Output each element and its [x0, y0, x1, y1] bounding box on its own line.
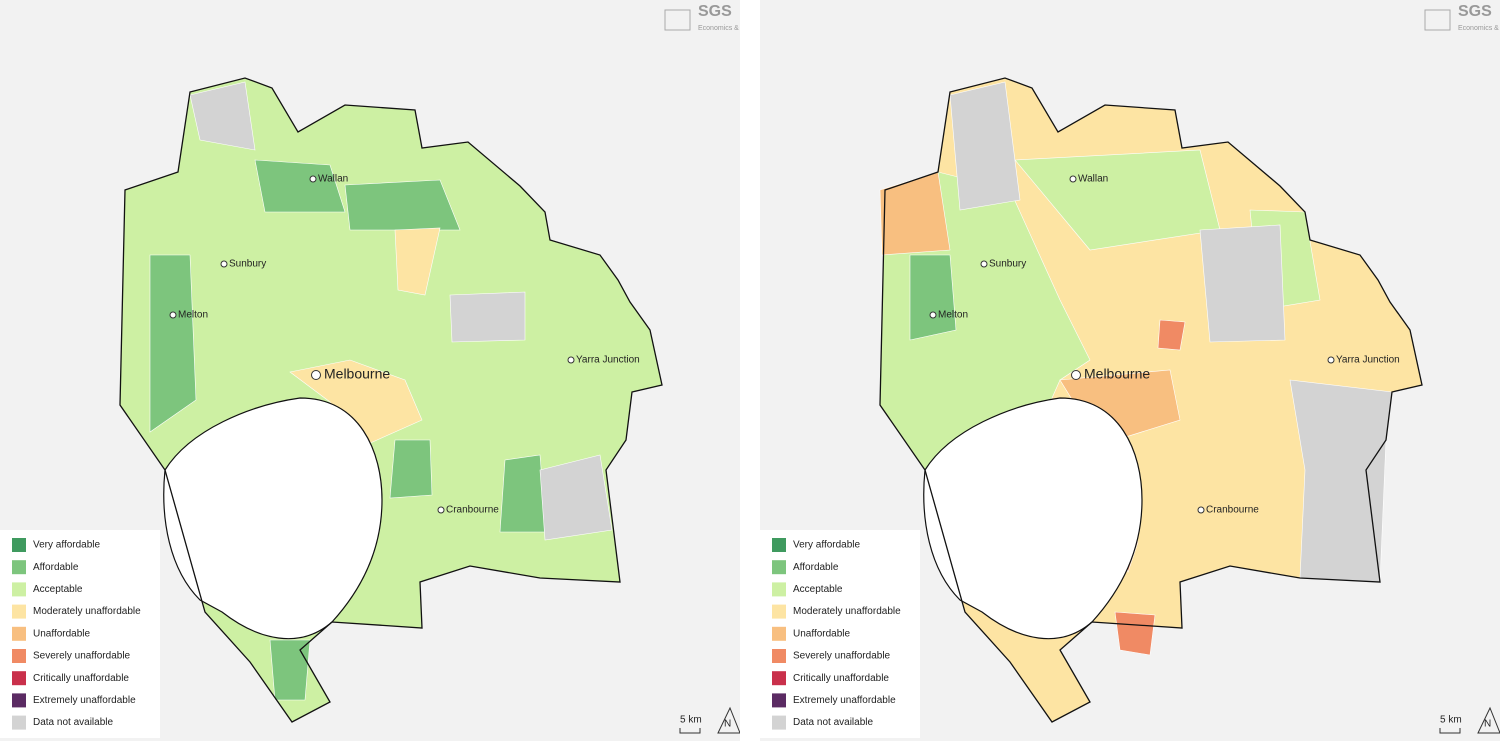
place-label: Wallan — [318, 174, 348, 185]
legend-swatch — [772, 715, 786, 730]
legend-swatch — [772, 560, 786, 575]
region — [389, 439, 433, 499]
region — [254, 159, 346, 213]
legend-swatch — [12, 693, 26, 708]
legend-swatch — [772, 649, 786, 663]
map-panel: Wallan Sunbury Melton Melbourne Yarra Juncti… — [0, 0, 740, 741]
legend-label: Moderately unaffordable — [793, 606, 901, 617]
legend-swatch — [772, 693, 786, 708]
legend-swatch — [772, 582, 786, 597]
legend-swatch — [12, 671, 26, 686]
place-marker — [1071, 370, 1081, 380]
place-marker — [567, 356, 575, 364]
legend-label: Extremely unaffordable — [33, 695, 136, 706]
region — [499, 454, 547, 533]
legend-box — [760, 530, 920, 738]
region — [909, 254, 957, 341]
legend-swatch — [12, 538, 26, 552]
logo-mark — [1424, 9, 1451, 31]
legend-swatch — [12, 715, 26, 730]
boundary — [879, 77, 1423, 723]
logo-name: SGS — [698, 3, 732, 20]
north-arrow — [1477, 706, 1500, 734]
north-label: N — [724, 719, 731, 730]
place-marker — [220, 260, 228, 268]
north-label: N — [1484, 719, 1491, 730]
legend-swatch — [772, 538, 786, 552]
place-label: Melbourne — [1084, 366, 1150, 382]
place-label: Melbourne — [324, 366, 390, 382]
legend-swatch — [772, 604, 786, 619]
legend-label: Affordable — [793, 562, 839, 573]
legend-label: Very affordable — [33, 540, 101, 551]
legend-label: Critically unaffordable — [793, 673, 889, 684]
legend-label: Data not available — [793, 717, 873, 728]
place-marker — [169, 311, 177, 319]
place-marker — [437, 506, 445, 514]
region — [189, 81, 256, 151]
legend-label: Critically unaffordable — [33, 673, 129, 684]
legend-label: Unaffordable — [793, 628, 851, 639]
logo-name: SGS — [1458, 3, 1492, 20]
place-label: Melton — [938, 310, 968, 321]
place-label: Yarra Junction — [1336, 355, 1400, 366]
region — [1157, 319, 1186, 351]
legend-label: Severely unaffordable — [33, 651, 131, 662]
map-panel: Wallan Sunbury Melton Melbourne Yarra Juncti… — [760, 0, 1500, 741]
legend-label: Acceptable — [33, 584, 83, 595]
logo-tagline: Economics & Planning — [1458, 25, 1500, 32]
legend-swatch — [12, 582, 26, 597]
legend-label: Acceptable — [793, 584, 843, 595]
scale-bar — [1439, 728, 1461, 734]
legend-label: Very affordable — [793, 540, 861, 551]
region — [539, 454, 613, 541]
place-marker — [1327, 356, 1335, 364]
region — [149, 254, 197, 433]
legend-swatch — [12, 626, 26, 641]
place-marker — [1069, 175, 1077, 183]
region — [269, 639, 311, 701]
region — [449, 291, 526, 343]
legend-swatch — [772, 671, 786, 686]
place-label: Cranbourne — [446, 505, 499, 516]
place-label: Melton — [178, 310, 208, 321]
logo-tagline: Economics & Planning — [698, 25, 740, 32]
scale-label: 5 km — [1440, 715, 1462, 726]
region — [949, 81, 1021, 211]
place-label: Sunbury — [229, 259, 266, 270]
north-arrow — [717, 706, 740, 734]
legend-swatch — [772, 626, 786, 641]
bay — [163, 397, 383, 640]
legend-label: Severely unaffordable — [793, 651, 891, 662]
place-label: Wallan — [1078, 174, 1108, 185]
legend-swatch — [12, 604, 26, 619]
legend-label: Extremely unaffordable — [793, 695, 896, 706]
place-marker — [929, 311, 937, 319]
legend-label: Unaffordable — [33, 628, 91, 639]
legend-label: Moderately unaffordable — [33, 606, 141, 617]
boundary — [119, 77, 663, 723]
scale-bar — [679, 728, 701, 734]
place-marker — [309, 175, 317, 183]
place-label: Sunbury — [989, 259, 1026, 270]
place-label: Yarra Junction — [576, 355, 640, 366]
legend-label: Affordable — [33, 562, 79, 573]
legend-label: Data not available — [33, 717, 113, 728]
legend-swatch — [12, 560, 26, 575]
legend-box — [0, 530, 160, 738]
region — [1114, 611, 1156, 656]
scale-label: 5 km — [680, 715, 702, 726]
place-marker — [311, 370, 321, 380]
region — [344, 179, 461, 231]
place-marker — [980, 260, 988, 268]
region — [1199, 224, 1286, 343]
place-label: Cranbourne — [1206, 505, 1259, 516]
logo-mark — [664, 9, 691, 31]
region — [289, 359, 423, 453]
place-marker — [1197, 506, 1205, 514]
bay — [923, 397, 1143, 640]
legend-swatch — [12, 649, 26, 663]
region — [394, 227, 441, 296]
